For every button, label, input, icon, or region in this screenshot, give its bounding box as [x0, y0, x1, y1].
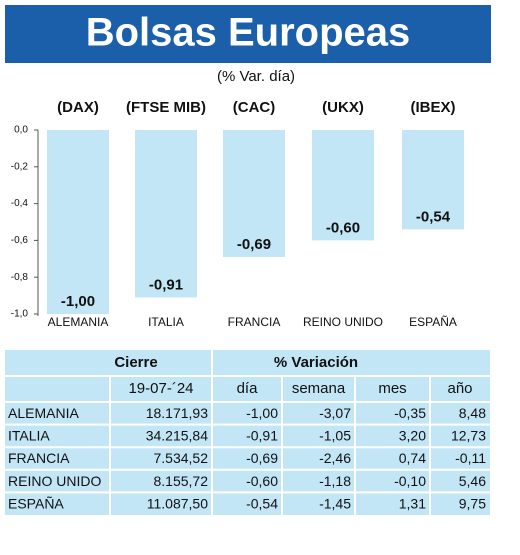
table-cell: 9,75: [459, 495, 486, 511]
title-banner: [5, 5, 491, 63]
bar: [47, 130, 109, 314]
table-cell: 11.087,50: [147, 495, 208, 511]
table-cell: 12,73: [451, 428, 486, 444]
table-date: 19-07-´24: [128, 380, 193, 397]
table-cell: -1,05: [319, 428, 351, 444]
bar: [135, 130, 197, 298]
table-cell: 8,48: [459, 405, 486, 421]
table-column-header: semana: [292, 380, 346, 397]
table-row-label: FRANCIA: [8, 450, 70, 466]
y-tick-label: 0,0: [14, 125, 28, 136]
table-group: Cierre: [114, 354, 157, 371]
table-column-header: mes: [378, 380, 406, 397]
index-label: (FTSE MIB): [126, 99, 206, 116]
table-cell: -0,60: [246, 473, 278, 489]
x-tick-label: ALEMANIA: [48, 315, 109, 329]
table-cell: 8.155,72: [154, 473, 209, 489]
bar: [402, 130, 464, 230]
x-tick-label: REINO UNIDO: [303, 315, 383, 329]
table-cell: -0,91: [246, 428, 278, 444]
table-group: % Variación: [274, 354, 358, 371]
table-cell: -0,35: [394, 405, 426, 421]
table-cell: 5,46: [459, 473, 486, 489]
table-cell: -1,00: [246, 405, 278, 421]
table-background: [5, 350, 490, 515]
table-column-header: año: [447, 380, 472, 397]
table-row-label: ITALIA: [8, 428, 50, 444]
x-tick-label: ITALIA: [148, 315, 184, 329]
y-tick-label: -1,0: [11, 309, 29, 320]
table-cell: -3,07: [319, 405, 351, 421]
table-cell: -0,69: [246, 450, 278, 466]
y-tick-label: -0,2: [11, 161, 29, 172]
table-cell: -1,18: [319, 473, 351, 489]
table-cell: 1,31: [399, 495, 426, 511]
table-cell: 34.215,84: [146, 428, 208, 444]
index-label: (DAX): [57, 99, 99, 116]
table-column-header: día: [237, 380, 259, 397]
chart-subtitle: (% Var. día): [217, 68, 295, 85]
chart-title: Bolsas Europeas: [86, 11, 411, 55]
value-label: -1,00: [61, 293, 95, 310]
value-label: -0,60: [326, 219, 360, 236]
bar: [312, 130, 374, 241]
index-label: (UKX): [322, 99, 364, 116]
value-label: -0,91: [149, 276, 183, 293]
table-cell: 3,20: [399, 428, 426, 444]
table-cell: -0,11: [455, 450, 486, 466]
table-row-label: REINO UNIDO: [8, 473, 101, 489]
x-tick-label: ESPAÑA: [409, 315, 457, 329]
bar: [223, 130, 285, 257]
y-tick-label: -0,8: [11, 272, 29, 283]
y-tick-label: -0,4: [11, 198, 29, 209]
table-cell: -1,45: [319, 495, 351, 511]
table-cell: 7.534,52: [154, 450, 209, 466]
y-tick-label: -0,6: [11, 235, 29, 246]
table-cell: -0,54: [246, 495, 278, 511]
table-cell: -0,10: [394, 473, 426, 489]
table-cell: 18.171,93: [146, 405, 208, 421]
index-label: (CAC): [233, 99, 276, 116]
table-row-label: ALEMANIA: [8, 405, 79, 421]
table-row-label: ESPAÑA: [8, 495, 64, 511]
index-label: (IBEX): [411, 99, 456, 116]
value-label: -0,69: [237, 236, 271, 253]
table-cell: 0,74: [399, 450, 426, 466]
table-cell: -2,46: [319, 450, 351, 466]
x-tick-label: FRANCIA: [228, 315, 281, 329]
value-label: -0,54: [416, 208, 451, 225]
